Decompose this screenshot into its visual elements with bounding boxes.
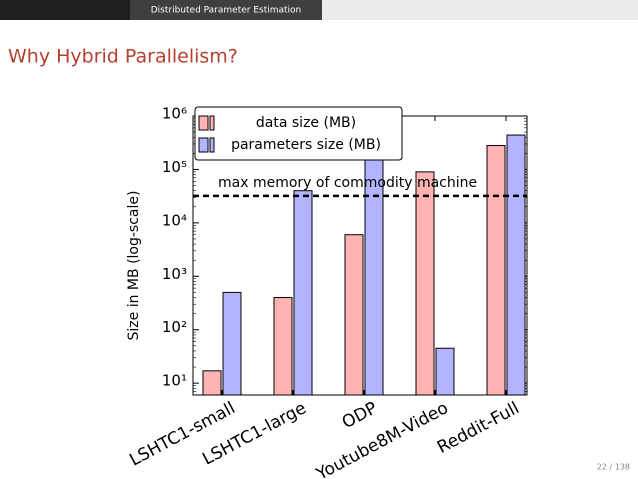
- bar: [293, 190, 313, 396]
- threshold-label: max memory of commodity machine: [218, 175, 477, 191]
- y-axis-label: Size in MB (log-scale): [126, 191, 142, 341]
- legend-swatch: [198, 137, 209, 153]
- y-tick-label: 10¹: [162, 372, 187, 390]
- legend-box: [194, 106, 403, 161]
- bar: [273, 297, 293, 396]
- legend-label: data size (MB): [256, 115, 356, 131]
- x-tick-label: ODP: [339, 398, 381, 433]
- legend-label: parameters size (MB): [231, 137, 381, 153]
- bar: [435, 347, 455, 396]
- y-tick-label: 10²: [162, 318, 187, 336]
- top-bar-left: [0, 0, 130, 20]
- bar: [344, 234, 364, 396]
- page-number: 22 / 138: [597, 463, 630, 472]
- y-tick-label: 10⁶: [162, 105, 187, 123]
- x-tick-label: Youtube8M-Video: [312, 398, 451, 479]
- bar: [486, 145, 506, 396]
- bar: [222, 291, 242, 396]
- bar: [506, 134, 526, 396]
- section-title: Distributed Parameter Estimation: [151, 6, 302, 16]
- x-tick-label: Reddit-Full: [434, 398, 523, 458]
- section-tab: [130, 0, 322, 20]
- bar: [415, 171, 435, 396]
- y-tick-label: 10³: [162, 265, 187, 283]
- y-tick-label: 10⁵: [162, 158, 187, 176]
- slide-title: Why Hybrid Parallelism?: [8, 46, 238, 68]
- legend-swatch: [198, 115, 209, 131]
- legend-swatch: [209, 137, 215, 153]
- y-tick-label: 10⁴: [162, 211, 187, 229]
- bar: [202, 370, 222, 396]
- legend-swatch: [209, 115, 215, 131]
